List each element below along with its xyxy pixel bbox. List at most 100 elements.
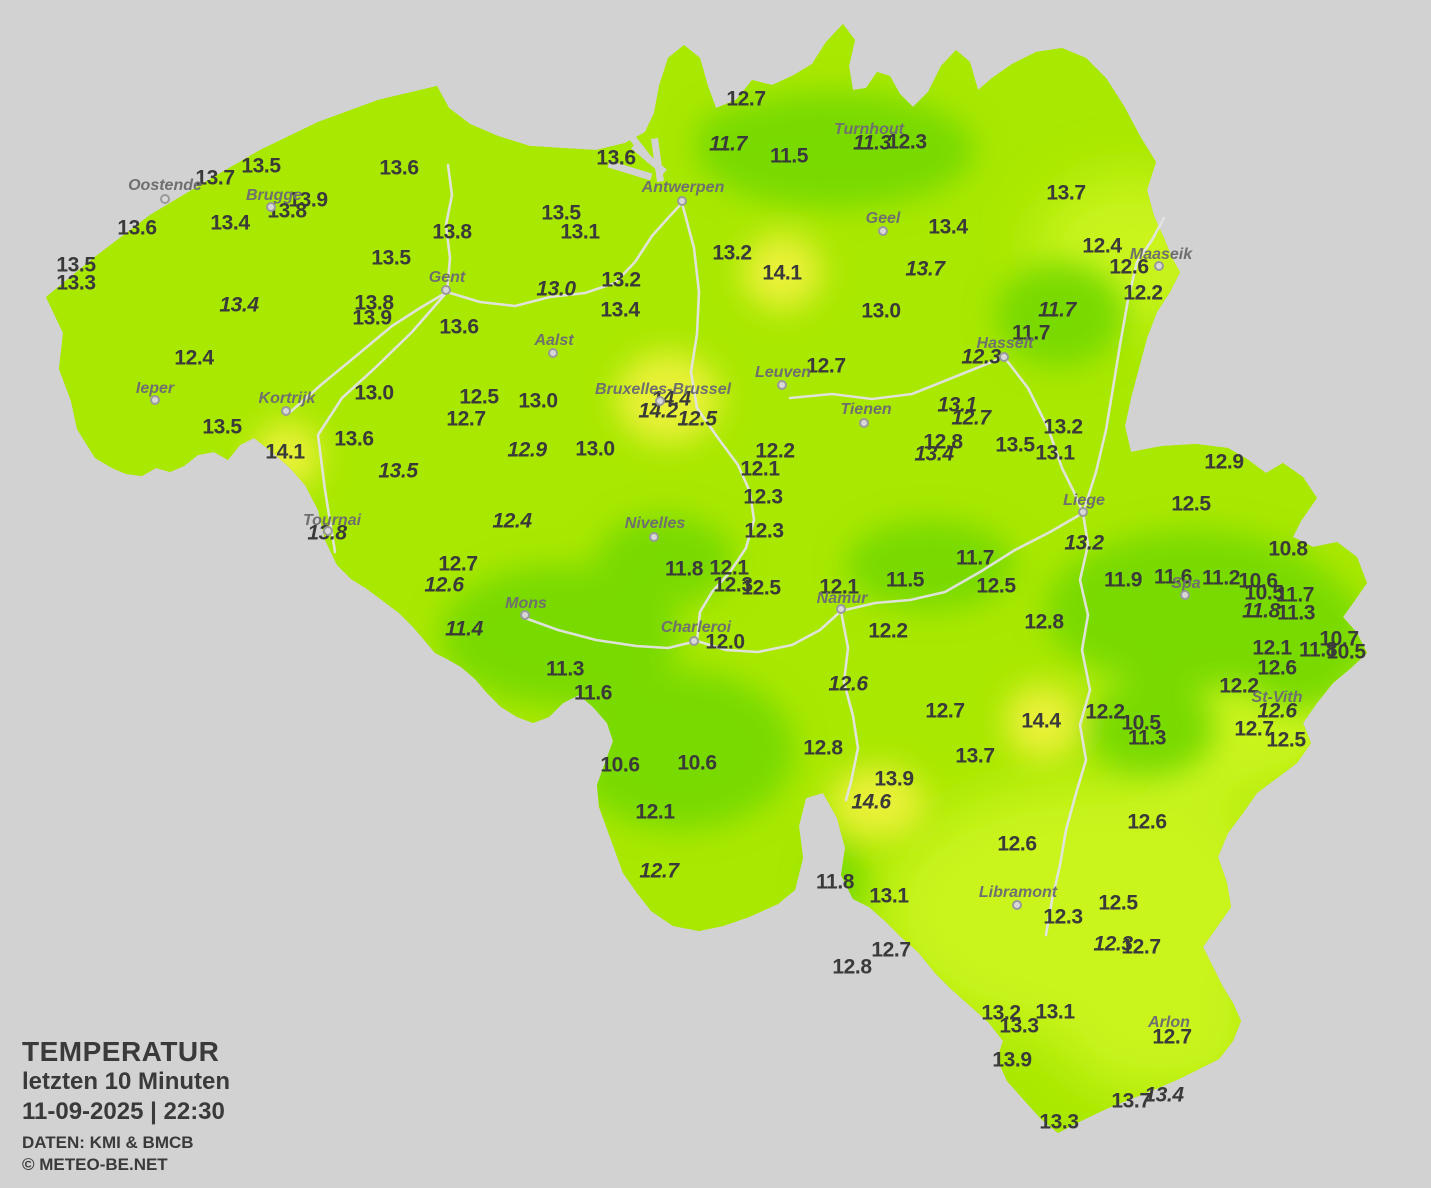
- temp-label: 13.5: [371, 246, 411, 270]
- temp-label: 12.7: [446, 407, 486, 431]
- city-label: Turnhout: [834, 121, 904, 138]
- temp-label: 11.5: [769, 144, 809, 168]
- temp-label: 13.0: [536, 277, 576, 301]
- city-label: Libramont: [978, 884, 1058, 901]
- city-dot: [1180, 590, 1190, 600]
- city-label: Charleroi: [660, 619, 732, 636]
- temp-label: 13.2: [601, 268, 641, 292]
- temp-label: 12.7: [951, 406, 991, 430]
- temp-label: 14.1: [265, 440, 305, 464]
- temp-label: 13.1: [560, 220, 600, 244]
- temp-label: 11.6: [1153, 565, 1193, 589]
- map-subtitle: letzten 10 Minuten: [22, 1068, 231, 1096]
- temp-label: 12.7: [925, 699, 965, 723]
- city-label: Hasselt: [976, 335, 1034, 352]
- temperature-shading: [253, 92, 1367, 1095]
- temp-label: 11.2: [1201, 566, 1241, 590]
- temp-label: 14.6: [851, 790, 891, 814]
- city-dot: [649, 532, 659, 542]
- temp-label: 12.3: [887, 130, 927, 154]
- city-label: Namur: [816, 590, 868, 607]
- city-dot: [677, 196, 687, 206]
- city-dot: [878, 226, 888, 236]
- city-dot: [150, 395, 160, 405]
- temp-label: 12.5: [976, 574, 1016, 598]
- temp-label: 12.5: [1171, 492, 1211, 516]
- temp-label: 12.7: [871, 938, 911, 962]
- temp-label: 12.7: [438, 552, 478, 576]
- temp-label: 12.7: [1234, 717, 1274, 741]
- city-label: Spa: [1171, 575, 1201, 592]
- temp-label: 12.6: [1127, 810, 1167, 834]
- temp-label: 12.7: [1121, 935, 1161, 959]
- temp-label: 12.3: [713, 573, 753, 597]
- temp-label: 12.9: [507, 438, 547, 462]
- temp-label: 11.3: [1127, 726, 1167, 750]
- city-label: Antwerpen: [641, 179, 725, 196]
- temp-label: 12.7: [639, 859, 679, 883]
- city-label: St-Vith: [1251, 689, 1303, 706]
- temp-label: 14.2: [638, 399, 678, 423]
- temp-label: 12.5: [1266, 728, 1306, 752]
- temp-label: 12.8: [923, 430, 963, 454]
- data-credit: DATEN: KMI & BMCB: [22, 1132, 194, 1152]
- map-title: TEMPERATUR: [22, 1036, 220, 1067]
- city-dot: [859, 418, 869, 428]
- copyright-notice: © METEO-BE.NET: [22, 1154, 168, 1174]
- temp-label: 12.4: [174, 346, 214, 370]
- temp-label: 13.8: [267, 199, 307, 223]
- temp-label: 12.1: [740, 457, 780, 481]
- temp-label: 13.0: [575, 437, 615, 461]
- city-dot: [655, 396, 665, 406]
- city-dot: [1012, 900, 1022, 910]
- temp-label: 13.1: [937, 393, 977, 417]
- temp-label: 12.7: [1152, 1025, 1192, 1049]
- temp-label: 10.5: [1326, 640, 1366, 664]
- temp-label: 12.8: [1024, 610, 1064, 634]
- temp-label: 12.2: [755, 439, 795, 463]
- temp-label: 13.4: [914, 442, 954, 466]
- temp-label: 12.5: [459, 385, 499, 409]
- temp-label: 13.9: [874, 767, 914, 791]
- temp-label: 13.4: [219, 293, 259, 317]
- city-dot: [689, 636, 699, 646]
- temp-label: 12.5: [1098, 891, 1138, 915]
- city-label: Liege: [1063, 492, 1105, 509]
- temp-label: 12.1: [635, 800, 675, 824]
- city-label: Oostende: [128, 177, 202, 194]
- temp-label: 12.8: [832, 955, 872, 979]
- temp-label: 11.7: [1011, 321, 1051, 345]
- temp-label: 13.4: [1144, 1083, 1184, 1107]
- temp-label: 13.8: [432, 220, 472, 244]
- temp-label: 14.1: [762, 261, 802, 285]
- temp-label: 13.2: [1043, 415, 1083, 439]
- temp-label: 13.6: [117, 216, 157, 240]
- temp-label: 12.6: [1257, 699, 1297, 723]
- temp-label: 13.9: [288, 188, 328, 212]
- temp-label: 12.4: [492, 509, 532, 533]
- temp-label: 13.2: [712, 241, 752, 265]
- temp-label: 11.3: [1276, 601, 1316, 625]
- temp-label: 12.5: [677, 407, 717, 431]
- temp-label: 13.8: [354, 291, 394, 315]
- temp-label: 11.3: [545, 657, 585, 681]
- temp-label: 12.3: [743, 485, 783, 509]
- temp-label: 13.7: [955, 744, 995, 768]
- temp-label: 12.7: [806, 354, 846, 378]
- temp-label: 12.3: [1093, 932, 1133, 956]
- temp-label: 13.3: [1039, 1110, 1079, 1134]
- city-label: Leuven: [754, 364, 812, 381]
- temp-label: 12.6: [997, 832, 1037, 856]
- temp-label: 11.7: [955, 546, 995, 570]
- temp-label: 10.7: [1319, 627, 1359, 651]
- temp-label: 10.6: [1238, 569, 1278, 593]
- city-dot: [836, 604, 846, 614]
- temp-label: 13.0: [354, 381, 394, 405]
- city-dot: [323, 526, 333, 536]
- city-dot: [777, 380, 787, 390]
- city-label: Geel: [865, 210, 901, 227]
- temp-label: 13.6: [334, 427, 374, 451]
- temp-label: 13.5: [995, 433, 1035, 457]
- temp-label: 12.8: [803, 736, 843, 760]
